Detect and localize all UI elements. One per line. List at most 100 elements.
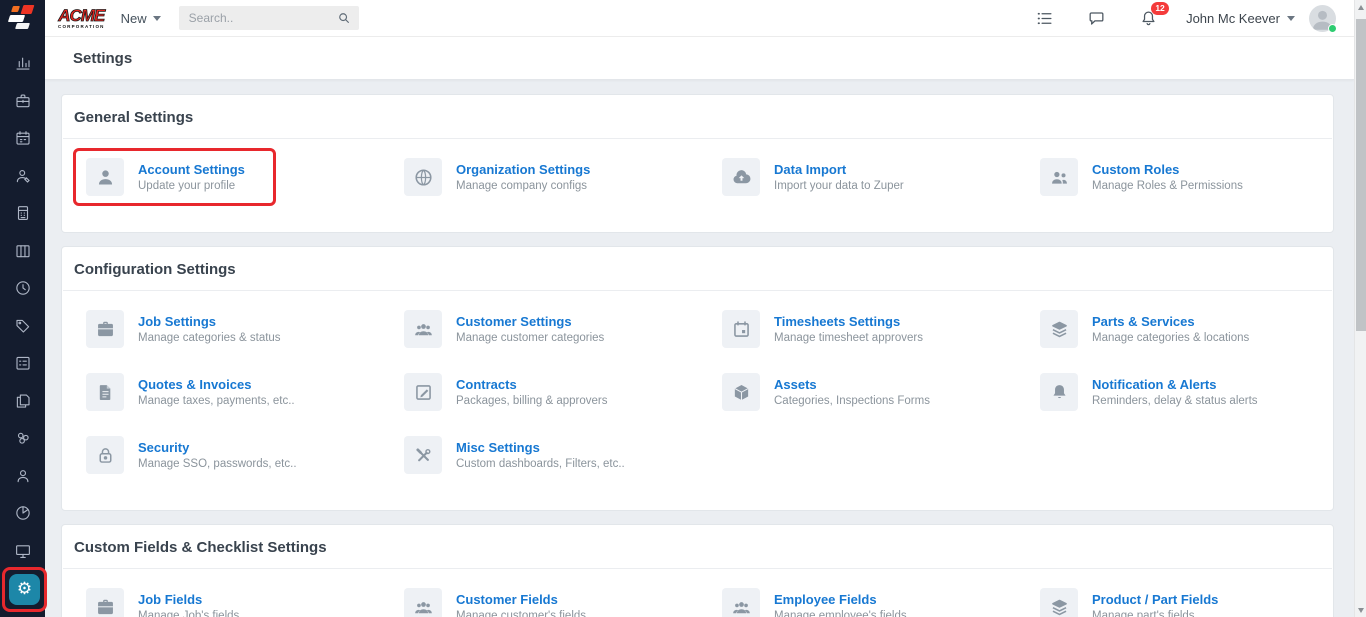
settings-item-assets[interactable]: Assets Categories, Inspections Forms [722, 373, 930, 411]
settings-item-title: Job Settings [138, 314, 217, 329]
settings-item-title: Job Fields [138, 592, 203, 607]
chevron-down-icon [152, 15, 161, 21]
user-icon [86, 158, 124, 196]
analytics-icon[interactable] [14, 54, 32, 72]
general-settings-card: General Settings Account Settings Update … [61, 94, 1334, 233]
settings-item-title: Account Settings [138, 162, 245, 177]
settings-item-subtitle: Manage SSO, passwords, etc.. [138, 458, 297, 470]
settings-item-subtitle: Manage categories & status [138, 332, 281, 344]
lock-icon [86, 436, 124, 474]
settings-item-title: Customer Fields [456, 592, 558, 607]
invoice-calculator-icon[interactable] [14, 204, 32, 222]
settings-content: General Settings Account Settings Update … [45, 80, 1354, 617]
notification-badge: 12 [1151, 1, 1170, 15]
settings-item-subtitle: Import your data to Zuper [774, 180, 904, 192]
settings-item-subtitle: Manage company configs [456, 180, 588, 192]
scroll-up-arrow[interactable] [1355, 0, 1366, 14]
settings-item-employee-fields[interactable]: Employee Fields Manage employee's fields [722, 588, 907, 617]
settings-item-job-settings[interactable]: Job Settings Manage categories & status [86, 310, 281, 348]
jobs-briefcase-icon[interactable] [14, 92, 32, 110]
settings-item-misc-settings[interactable]: Misc Settings Custom dashboards, Filters,… [404, 436, 625, 474]
tag-icon[interactable] [14, 317, 32, 335]
users-icon [722, 588, 760, 617]
settings-item-subtitle: Manage Job's fields [138, 610, 240, 617]
settings-item-security[interactable]: Security Manage SSO, passwords, etc.. [86, 436, 297, 474]
settings-item-custom-roles[interactable]: Custom Roles Manage Roles & Permissions [1040, 158, 1243, 196]
user-menu[interactable]: John Mc Keever [1186, 11, 1295, 26]
document-icon [86, 373, 124, 411]
monitor-icon[interactable] [14, 542, 32, 560]
scrollbar-thumb[interactable] [1356, 19, 1366, 331]
zuper-logo[interactable] [0, 0, 45, 37]
settings-item-title: Custom Roles [1092, 162, 1180, 177]
chat-icon[interactable] [1087, 9, 1106, 28]
users-icon[interactable] [14, 467, 32, 485]
layers-icon [1040, 588, 1078, 617]
cloud-upload-icon [722, 158, 760, 196]
acme-brand-logo[interactable]: ACME CORPORATION [58, 6, 106, 30]
clock-icon[interactable] [14, 279, 32, 297]
settings-item-subtitle: Manage part's fields [1092, 610, 1195, 617]
top-header: ACME CORPORATION New 12 John Mc Keever [45, 0, 1354, 37]
scroll-down-arrow[interactable] [1355, 603, 1366, 617]
settings-item-customer-fields[interactable]: Customer Fields Manage customer's fields [404, 588, 586, 617]
checklist-icon[interactable] [14, 354, 32, 372]
section-title: Custom Fields & Checklist Settings [74, 539, 327, 556]
settings-item-organization-settings[interactable]: Organization Settings Manage company conf… [404, 158, 590, 196]
vertical-scrollbar[interactable] [1354, 0, 1366, 617]
settings-item-subtitle: Manage taxes, payments, etc.. [138, 395, 295, 407]
settings-item-subtitle: Packages, billing & approvers [456, 395, 608, 407]
new-dropdown[interactable]: New [121, 11, 161, 26]
settings-item-timesheets-settings[interactable]: Timesheets Settings Manage timesheet appr… [722, 310, 923, 348]
settings-item-title: Quotes & Invoices [138, 377, 252, 392]
settings-item-notification-alerts[interactable]: Notification & Alerts Reminders, delay & … [1040, 373, 1258, 411]
settings-item-account-settings[interactable]: Account Settings Update your profile [86, 158, 245, 196]
tools-icon [404, 436, 442, 474]
settings-item-data-import[interactable]: Data Import Import your data to Zuper [722, 158, 904, 196]
new-dropdown-label: New [120, 10, 147, 26]
settings-item-subtitle: Manage Roles & Permissions [1092, 180, 1243, 192]
customer-icon[interactable] [14, 167, 32, 185]
settings-item-title: Employee Fields [774, 592, 877, 607]
bell-icon [1040, 373, 1078, 411]
users-icon [404, 310, 442, 348]
parts-icon[interactable] [14, 429, 32, 447]
user-group-icon [1040, 158, 1078, 196]
acme-brand-subtitle: CORPORATION [58, 23, 105, 29]
search-icon[interactable] [337, 11, 351, 25]
divider [63, 290, 1332, 291]
settings-item-contracts[interactable]: Contracts Packages, billing & approvers [404, 373, 608, 411]
users-icon [404, 588, 442, 617]
bell-icon[interactable]: 12 [1139, 1, 1170, 28]
settings-item-title: Product / Part Fields [1092, 592, 1219, 607]
pie-chart-icon[interactable] [14, 504, 32, 522]
settings-item-customer-settings[interactable]: Customer Settings Manage customer categor… [404, 310, 604, 348]
settings-item-parts-services[interactable]: Parts & Services Manage categories & loca… [1040, 310, 1249, 348]
documents-icon[interactable] [14, 392, 32, 410]
cube-icon [722, 373, 760, 411]
briefcase-icon [86, 310, 124, 348]
briefcase-icon [86, 588, 124, 617]
avatar[interactable] [1309, 4, 1337, 33]
layers-icon [1040, 310, 1078, 348]
search-input[interactable] [178, 6, 359, 30]
settings-item-title: Assets [774, 377, 817, 392]
settings-item-quotes-invoices[interactable]: Quotes & Invoices Manage taxes, payments,… [86, 373, 295, 411]
settings-item-title: Security [138, 440, 190, 455]
section-title: Configuration Settings [74, 261, 236, 278]
settings-item-subtitle: Custom dashboards, Filters, etc.. [456, 458, 625, 470]
settings-item-job-fields[interactable]: Job Fields Manage Job's fields [86, 588, 239, 617]
custom-fields-card: Custom Fields & Checklist Settings Job F… [61, 524, 1334, 617]
schedule-calendar-icon[interactable] [14, 129, 32, 147]
account-settings-highlight-box: Account Settings Update your profile [73, 148, 276, 206]
list-icon[interactable] [1035, 9, 1054, 28]
timesheet-book-icon[interactable] [14, 242, 32, 260]
settings-gear-button[interactable] [9, 574, 40, 605]
section-title: General Settings [74, 109, 194, 126]
settings-item-title: Notification & Alerts [1092, 377, 1217, 392]
settings-item-product-part-fields[interactable]: Product / Part Fields Manage part's field… [1040, 588, 1218, 617]
settings-item-subtitle: Categories, Inspections Forms [774, 395, 930, 407]
page-title: Settings [73, 49, 133, 67]
configuration-settings-card: Configuration Settings Job Settings Manag… [61, 246, 1334, 511]
